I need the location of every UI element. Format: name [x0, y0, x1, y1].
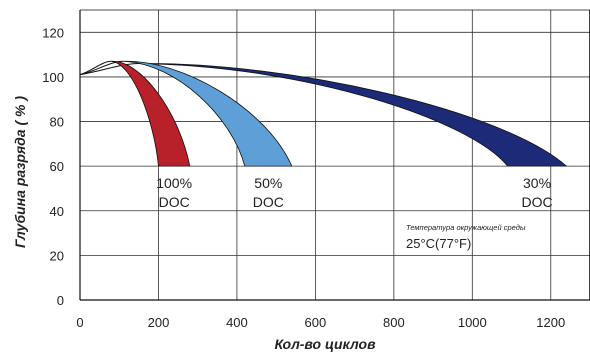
series-label: DOC: [521, 194, 552, 210]
series-label: DOC: [159, 194, 190, 210]
series-labels: 100% DOC 50% DOC 30% DOC: [156, 175, 552, 210]
y-axis-title: Глубина разряда ( % ): [12, 96, 28, 248]
doc-lead-curve: [79, 60, 112, 76]
doc-band: [111, 60, 191, 167]
data-bands: [79, 60, 568, 167]
temperature-value: 25°C(77°F): [406, 236, 471, 251]
y-tick-label: 0: [57, 293, 64, 308]
x-tick-labels: 0 200 400 600 800 1000 1200: [76, 315, 565, 330]
y-tick-label: 120: [42, 25, 64, 40]
x-tick-label: 1200: [536, 315, 565, 330]
x-tick-label: 400: [226, 315, 248, 330]
doc-band: [138, 63, 568, 167]
series-label: 50%: [254, 175, 282, 191]
y-tick-label: 80: [50, 115, 64, 130]
x-tick-label: 800: [383, 315, 405, 330]
y-tick-label: 60: [50, 159, 64, 174]
series-label: 100%: [156, 175, 192, 191]
x-tick-label: 200: [148, 315, 170, 330]
series-label: DOC: [253, 194, 284, 210]
x-axis-title: Кол-во циклов: [274, 336, 376, 352]
series-label: 30%: [523, 175, 551, 191]
y-tick-label: 100: [42, 70, 64, 85]
y-tick-label: 40: [50, 204, 64, 219]
y-tick-label: 20: [50, 248, 64, 263]
x-tick-label: 600: [305, 315, 327, 330]
doc-band: [123, 60, 293, 167]
ambient-temperature-caption: Температура окружающей среды: [406, 223, 526, 232]
x-tick-label: 0: [76, 315, 83, 330]
y-tick-labels: 0 20 40 60 80 100 120: [42, 25, 64, 308]
doc-lead-curve: [79, 60, 124, 76]
x-tick-label: 1000: [458, 315, 487, 330]
